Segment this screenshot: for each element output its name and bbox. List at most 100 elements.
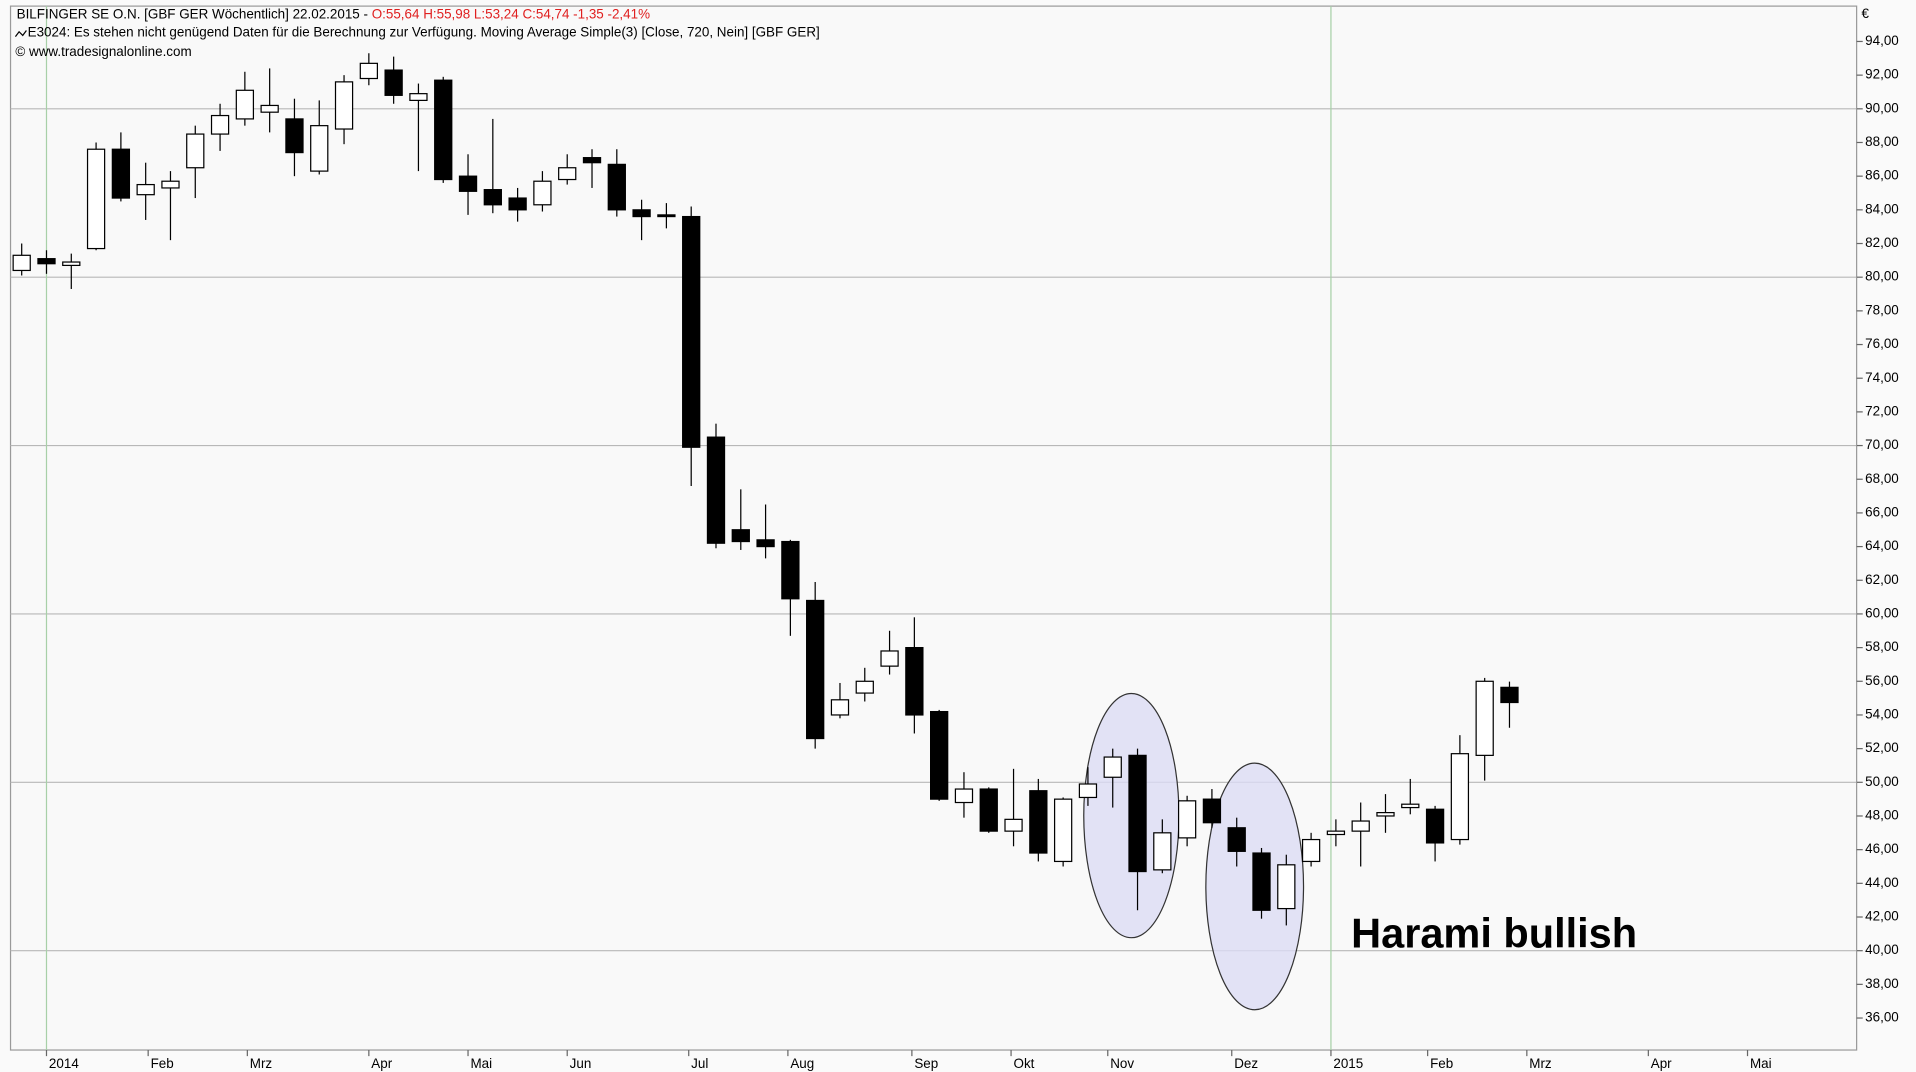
candle-body (706, 436, 726, 544)
candle-body (508, 197, 527, 211)
x-tick-label: Mrz (1529, 1056, 1552, 1071)
x-tick-label: Jun (570, 1056, 592, 1071)
y-tick-label: 84,00 (1865, 201, 1899, 216)
y-tick-label: 64,00 (1865, 538, 1899, 553)
candle-body (37, 258, 56, 265)
y-tick-label: 78,00 (1865, 302, 1899, 317)
candle-body (657, 214, 676, 218)
y-tick-label: 74,00 (1865, 370, 1899, 385)
candle-body (1103, 756, 1122, 778)
y-tick-label: 88,00 (1865, 134, 1899, 149)
candle-body (12, 254, 31, 272)
candle-body (954, 788, 974, 804)
y-tick-label: 70,00 (1865, 437, 1899, 452)
candle-body (979, 788, 998, 832)
candle-body (905, 646, 924, 716)
candle-body (533, 180, 552, 206)
candle-body (880, 650, 899, 667)
candle-body (409, 93, 428, 102)
y-tick-label: 58,00 (1865, 639, 1899, 654)
x-tick-label: Apr (1651, 1056, 1672, 1071)
candle-body (1053, 798, 1073, 863)
candle-body (806, 599, 825, 740)
candle-body (86, 148, 106, 250)
y-tick-label: 44,00 (1865, 875, 1899, 890)
y-tick-label: 86,00 (1865, 168, 1899, 183)
candle-body (62, 261, 81, 267)
y-tick-label: 54,00 (1865, 707, 1899, 722)
candle-body (359, 62, 379, 80)
candle-body (1177, 800, 1197, 839)
candle-body (458, 175, 478, 192)
y-tick-label: 66,00 (1865, 504, 1899, 519)
y-tick-label: 46,00 (1865, 841, 1899, 856)
candle-body (1277, 864, 1296, 910)
chart-quote: O:55,64 H:55,98 L:53,24 C:54,74 -1,35 -2… (372, 6, 650, 21)
x-tick-label: Apr (371, 1056, 392, 1071)
candle-body (434, 79, 453, 181)
candle-body (1004, 818, 1023, 832)
candle-body (1401, 803, 1420, 809)
y-tick-label: 40,00 (1865, 942, 1899, 957)
candle-body (582, 157, 602, 164)
chart-header: BILFINGER SE O.N. [GBF GER Wöchentlich] … (17, 6, 650, 21)
candle-body (682, 215, 701, 448)
y-tick-label: 80,00 (1865, 269, 1899, 284)
y-tick-label: 48,00 (1865, 808, 1899, 823)
candle-body (186, 133, 205, 169)
y-tick-label: 94,00 (1865, 33, 1899, 48)
candle-body (111, 148, 131, 199)
candle-body (1202, 798, 1222, 824)
candle-body (607, 163, 626, 211)
candle-body (781, 540, 800, 600)
y-tick-label: 38,00 (1865, 976, 1899, 991)
candle-body (1376, 812, 1395, 817)
x-tick-label: Feb (151, 1056, 174, 1071)
candle-body (1078, 783, 1098, 799)
candle-body (1475, 680, 1494, 756)
y-tick-label: 52,00 (1865, 740, 1899, 755)
candle-body (384, 69, 403, 96)
chart-subtitle: E3024: Es stehen nicht genügend Daten fü… (28, 25, 820, 40)
candle-body (210, 114, 230, 135)
candle-body (1450, 753, 1470, 841)
candle-body (731, 529, 750, 543)
candle-body (1029, 790, 1048, 854)
candle-body (1227, 827, 1246, 852)
candles (12, 53, 1519, 926)
x-tick-label: Sep (914, 1056, 938, 1071)
candle-body (285, 118, 304, 154)
x-tick-label: Jul (691, 1056, 708, 1071)
candle-body (334, 81, 354, 130)
y-tick-label: 72,00 (1865, 403, 1899, 418)
candle-body (1128, 754, 1147, 873)
candle-body (830, 699, 850, 716)
candle-body (1500, 686, 1519, 704)
candle-body (558, 167, 577, 181)
y-tick-label: 82,00 (1865, 235, 1899, 250)
y-tick-label: 62,00 (1865, 572, 1899, 587)
candle-body (1351, 820, 1370, 832)
candle-body (483, 189, 502, 206)
candle-body (260, 104, 279, 113)
y-tick-label: 36,00 (1865, 1010, 1899, 1025)
candle-body (235, 89, 255, 120)
y-unit: € (1862, 6, 1870, 21)
y-tick-label: 68,00 (1865, 471, 1899, 486)
source: © www.tradesignalonline.com (15, 44, 191, 59)
candle-body (310, 125, 329, 172)
candle-body (930, 710, 949, 800)
x-tick-label: Aug (790, 1056, 814, 1071)
y-tick-label: 50,00 (1865, 774, 1899, 789)
x-tick-label: 2014 (49, 1056, 79, 1071)
x-tick-label: Mai (1750, 1056, 1772, 1071)
chart-title: BILFINGER SE O.N. [GBF GER Wöchentlich] … (17, 6, 368, 21)
plot-area (9, 5, 1858, 1051)
indicator-icon (14, 30, 27, 37)
x-tick-label: Mrz (250, 1056, 273, 1071)
y-tick-label: 56,00 (1865, 673, 1899, 688)
y-tick-label: 90,00 (1865, 100, 1899, 115)
annotation: Harami bullish (1351, 909, 1637, 956)
x-tick-label: Okt (1014, 1056, 1035, 1071)
